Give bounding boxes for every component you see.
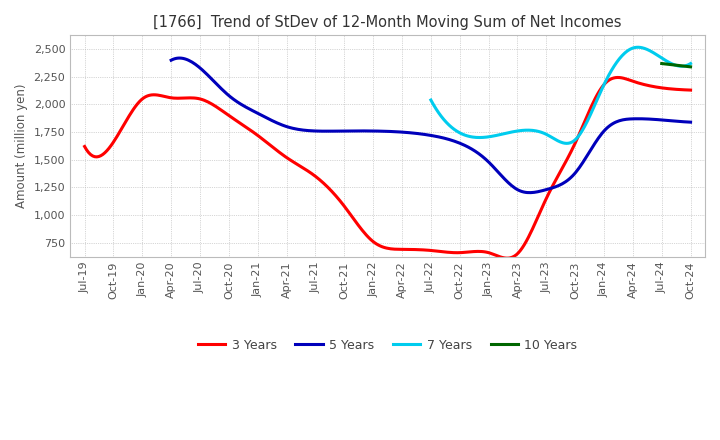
- 7 Years: [686, 61, 695, 66]
- Y-axis label: Amount (million yen): Amount (million yen): [15, 84, 28, 208]
- 5 Years: [168, 57, 177, 62]
- 3 Years: [686, 88, 695, 93]
- 3 Years: [439, 249, 448, 254]
- 3 Years: [613, 75, 622, 80]
- Line: 10 Years: 10 Years: [662, 63, 690, 67]
- 10 Years: [657, 61, 666, 66]
- 7 Years: [647, 49, 656, 54]
- 7 Years: [582, 121, 590, 126]
- 7 Years: [428, 99, 436, 104]
- 7 Years: [634, 44, 642, 50]
- 5 Years: [525, 190, 534, 195]
- 5 Years: [487, 161, 495, 167]
- 5 Years: [608, 121, 617, 127]
- Line: 7 Years: 7 Years: [431, 47, 690, 143]
- Line: 3 Years: 3 Years: [84, 77, 690, 258]
- Legend: 3 Years, 5 Years, 7 Years, 10 Years: 3 Years, 5 Years, 7 Years, 10 Years: [193, 334, 582, 356]
- 3 Years: [82, 147, 91, 153]
- 7 Years: [426, 97, 435, 103]
- 3 Years: [634, 80, 642, 85]
- 3 Years: [441, 249, 450, 255]
- 3 Years: [593, 92, 602, 97]
- 7 Years: [664, 59, 672, 65]
- 7 Years: [586, 111, 595, 117]
- 3 Years: [451, 250, 460, 255]
- 3 Years: [80, 144, 89, 149]
- 10 Years: [686, 64, 695, 70]
- 7 Years: [562, 141, 571, 146]
- 5 Years: [167, 58, 176, 63]
- 5 Years: [641, 116, 649, 121]
- 5 Years: [686, 120, 695, 125]
- 5 Years: [476, 152, 485, 158]
- 5 Years: [478, 154, 487, 159]
- Title: [1766]  Trend of StDev of 12-Month Moving Sum of Net Incomes: [1766] Trend of StDev of 12-Month Moving…: [153, 15, 622, 30]
- 7 Years: [581, 122, 590, 128]
- 5 Years: [176, 55, 184, 61]
- Line: 5 Years: 5 Years: [171, 58, 690, 193]
- 3 Years: [504, 256, 513, 261]
